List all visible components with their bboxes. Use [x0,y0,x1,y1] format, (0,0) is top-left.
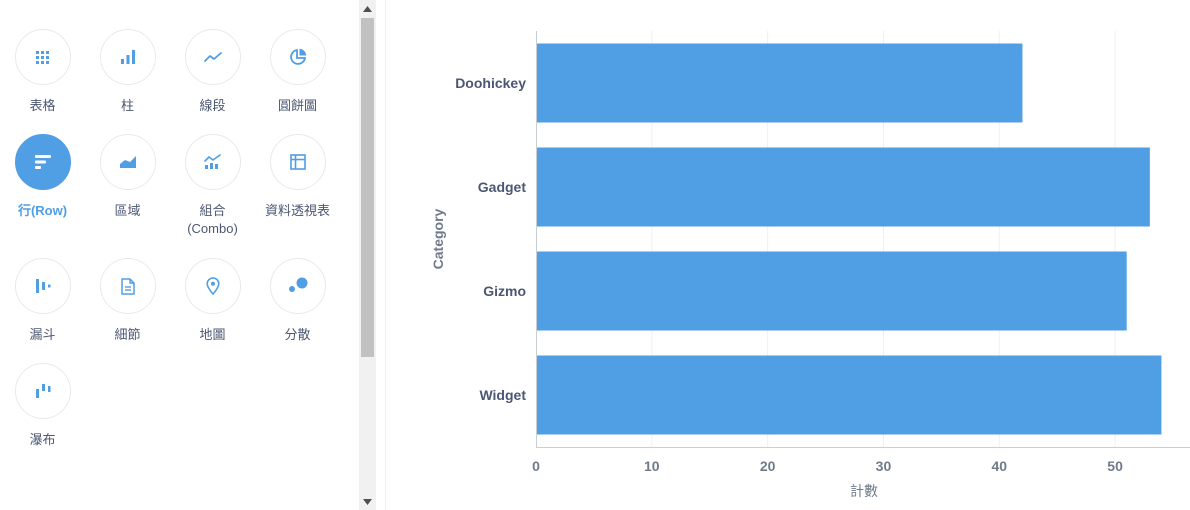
viz-option-circle[interactable] [184,258,241,314]
bar-doohickey[interactable] [536,43,1023,123]
viz-option-circle[interactable] [184,134,241,190]
visualization-grid: 表格 柱 線段 圓餅圖行(Row) 區域 組合 (Combo) 資料透視表漏斗 細節 地圖 分散瀑… [0,0,359,510]
map-pin-icon [205,277,220,295]
viz-option-map-pin[interactable]: 地圖 [170,258,255,344]
category-label: Gadget [478,179,527,195]
panel-divider [385,0,386,510]
viz-option-label: 地圖 [199,327,226,342]
viz-option-circle[interactable] [99,258,156,314]
bar-chart-icon [120,49,136,65]
viz-option-circle[interactable] [14,29,71,85]
x-tick-label: 10 [644,458,660,474]
x-tick-label: 0 [532,458,540,474]
viz-option-label: 資料透視表 [264,203,330,218]
viz-option-circle[interactable] [14,134,71,190]
area-chart-icon [119,155,137,169]
viz-option-circle[interactable] [99,29,156,85]
bar-widget[interactable] [536,355,1162,435]
pivot-table-icon [289,154,306,170]
bar-gadget[interactable] [536,147,1150,227]
x-tick-label: 40 [991,458,1007,474]
viz-option-circle[interactable] [14,363,71,419]
viz-option-label: 組合 (Combo) [187,203,238,236]
viz-option-label: 分散 [284,327,311,342]
combo-chart-icon [203,154,222,170]
viz-option-label: 行(Row) [17,203,68,218]
viz-option-waterfall[interactable]: 瀑布 [0,363,85,449]
viz-option-label: 表格 [29,98,56,113]
x-axis-title: 計數 [850,484,878,500]
viz-option-scatter[interactable]: 分散 [255,258,340,344]
category-label: Doohickey [455,75,526,91]
viz-option-label: 瀑布 [29,432,56,447]
viz-option-row-chart[interactable]: 行(Row) [0,134,85,220]
x-tick-label: 20 [760,458,776,474]
row-chart: 0 10 20 30 40 50 Doohickey Gadget Gizmo Widget Cat… [386,0,1190,510]
viz-option-label: 柱 [120,98,134,113]
y-axis-title: Category [430,208,446,269]
viz-option-label: 線段 [199,98,226,113]
funnel-icon [35,278,51,294]
waterfall-icon [35,383,51,399]
viz-option-pie-chart[interactable]: 圓餅圖 [255,29,340,115]
scroll-down-arrow-icon[interactable] [359,493,376,510]
viz-option-pivot-table[interactable]: 資料透視表 [255,134,340,220]
viz-option-area-chart[interactable]: 區域 [85,134,170,220]
scrollbar-thumb[interactable] [361,18,374,357]
viz-option-line-chart[interactable]: 線段 [170,29,255,115]
detail-icon [120,277,135,295]
viz-option-label: 區域 [114,203,141,218]
viz-option-detail[interactable]: 細節 [85,258,170,344]
x-tick-label: 30 [876,458,892,474]
bar-gizmo[interactable] [536,251,1127,331]
viz-option-circle[interactable] [269,258,326,314]
viz-option-circle[interactable] [99,134,156,190]
category-label: Widget [479,387,526,403]
viz-option-bar-chart[interactable]: 柱 [85,29,170,115]
viz-option-table[interactable]: 表格 [0,29,85,115]
viz-option-label: 漏斗 [29,327,56,342]
viz-option-label: 細節 [114,327,141,342]
pie-chart-icon [289,48,307,66]
table-icon [36,50,49,64]
viz-option-circle[interactable] [269,134,326,190]
viz-option-circle[interactable] [14,258,71,314]
line-chart-icon [203,51,222,63]
category-label: Gizmo [483,283,526,299]
viz-option-label: 圓餅圖 [277,98,317,113]
row-chart-icon [34,155,51,169]
chart-canvas: 0 10 20 30 40 50 Doohickey Gadget Gizmo Widget Cat… [430,31,1190,500]
x-tick-label: 50 [1107,458,1123,474]
viz-option-circle[interactable] [184,29,241,85]
visualization-picker: 表格 柱 線段 圓餅圖行(Row) 區域 組合 (Combo) 資料透視表漏斗 細節 地圖 分散瀑… [0,0,359,510]
scatter-icon [288,277,308,295]
viz-option-circle[interactable] [269,29,326,85]
viz-option-combo-chart[interactable]: 組合 (Combo) [170,134,255,238]
viz-option-funnel[interactable]: 漏斗 [0,258,85,344]
panel-scrollbar[interactable] [359,0,376,510]
scroll-up-arrow-icon[interactable] [359,0,376,17]
